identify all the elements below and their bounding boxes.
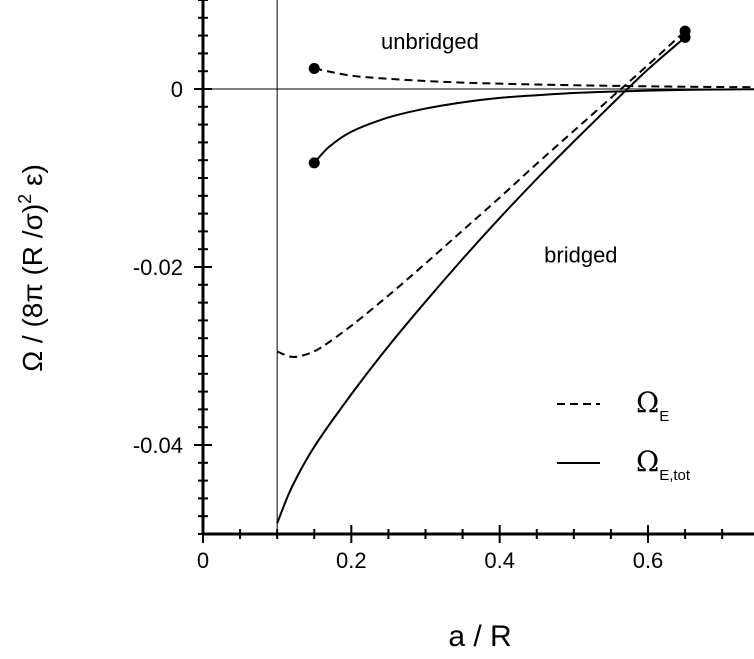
y-tick-label: -0.02 (133, 255, 183, 280)
series-line-omega-e-tot-bridged (276, 36, 686, 524)
x-axis-title: a / R (448, 620, 511, 653)
x-tick-label: 0.2 (336, 548, 367, 573)
reference-lines (203, 0, 754, 534)
series-line-omega-e-tot-unbridged (313, 88, 754, 164)
tick-labels: 0 0.2 0.4 0.6 0 -0.02 -0.04 (133, 77, 663, 573)
legend-label: ΩE,tot (636, 445, 691, 484)
series-layer (276, 30, 754, 524)
endpoint-marker (679, 31, 691, 43)
axes (194, 0, 754, 543)
series-line-omega-e-bridged (276, 30, 686, 358)
x-tick-label: 0.4 (484, 548, 515, 573)
annotations: unbridged bridged (381, 29, 618, 268)
y-tick-label: 0 (171, 77, 183, 102)
y-axis-title: Ω / (8π (R /σ)2 ε) (15, 164, 48, 372)
x-tick-label: 0.6 (633, 548, 664, 573)
legend: ΩE ΩE,tot (557, 386, 691, 484)
y-axis-title-tail: ε) (17, 164, 48, 194)
endpoint-marker (308, 157, 320, 169)
annotation-bridged: bridged (544, 243, 617, 268)
x-tick-label: 0 (197, 548, 209, 573)
annotation-unbridged: unbridged (381, 29, 479, 54)
y-axis-title-main: Ω / (8π (R /σ) (17, 204, 48, 372)
legend-label: ΩE (636, 386, 669, 425)
endpoint-markers (308, 25, 691, 169)
series-line-omega-e-unbridged (314, 67, 754, 89)
y-tick-label: -0.04 (133, 433, 183, 458)
y-axis-title-sup: 2 (15, 194, 35, 204)
endpoint-marker (308, 63, 320, 75)
